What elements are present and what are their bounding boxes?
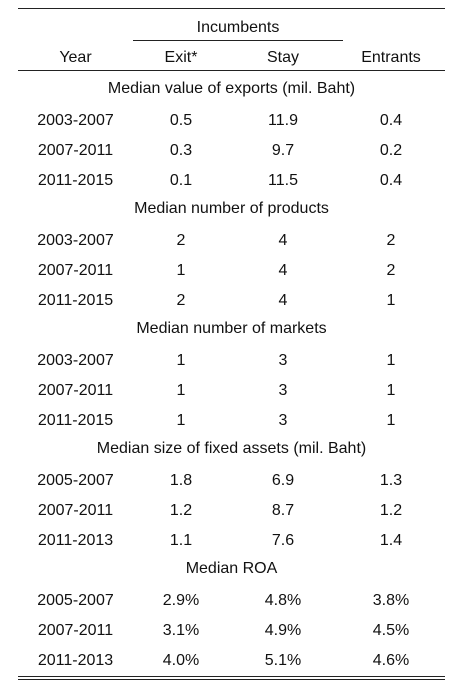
- year-cell: 2007-2011: [37, 262, 114, 279]
- value-cell: 1.3: [379, 472, 403, 489]
- value-cell: 4: [278, 232, 288, 249]
- value-cell: 1: [176, 262, 186, 279]
- value-cell: 6.9: [271, 472, 295, 489]
- table-row: 2011-2015 2 4 1: [18, 286, 445, 316]
- table-row: 2003-2007 1 3 1: [18, 346, 445, 376]
- header-rule: [18, 70, 445, 71]
- table-row: 2003-2007 0.5 11.9 0.4: [18, 106, 445, 136]
- column-header-stay: Stay: [266, 49, 299, 66]
- value-cell: 0.5: [169, 112, 193, 129]
- column-header-entrants: Entrants: [361, 49, 421, 66]
- year-cell: 2003-2007: [37, 352, 114, 369]
- table-row: 2011-2015 0.1 11.5 0.4: [18, 166, 445, 196]
- table-row: 2003-2007 2 4 2: [18, 226, 445, 256]
- value-cell: 3.8%: [372, 592, 410, 609]
- value-cell: 1.8: [169, 472, 193, 489]
- value-cell: 4.5%: [372, 622, 410, 639]
- value-cell: 4.6%: [372, 652, 410, 669]
- year-cell: 2003-2007: [37, 112, 114, 129]
- year-cell: 2003-2007: [37, 232, 114, 249]
- value-cell: 11.5: [268, 172, 298, 189]
- table-row: 2007-2011 0.3 9.7 0.2: [18, 136, 445, 166]
- value-cell: 4.0%: [162, 652, 200, 669]
- table-row: 2011-2015 1 3 1: [18, 406, 445, 436]
- table-row: 2005-2007 2.9% 4.8% 3.8%: [18, 586, 445, 616]
- year-cell: 2005-2007: [37, 592, 114, 609]
- value-cell: 0.4: [379, 172, 403, 189]
- section-title: Median number of markets: [136, 320, 327, 337]
- incumbents-underline: [133, 40, 343, 41]
- column-header-exit: Exit*: [164, 49, 198, 66]
- value-cell: 3: [278, 412, 288, 429]
- table-row: 2007-2011 1 3 1: [18, 376, 445, 406]
- value-cell: 3: [278, 382, 288, 399]
- value-cell: 0.4: [379, 112, 403, 129]
- value-cell: 2: [386, 262, 396, 279]
- top-rule: [18, 8, 445, 9]
- value-cell: 5.1%: [264, 652, 302, 669]
- value-cell: 0.3: [169, 142, 193, 159]
- value-cell: 7.6: [271, 532, 295, 549]
- value-cell: 4.8%: [264, 592, 302, 609]
- section-title: Median ROA: [185, 560, 278, 577]
- value-cell: 1: [176, 412, 186, 429]
- value-cell: 1: [176, 382, 186, 399]
- table-row: 2011-2013 4.0% 5.1% 4.6%: [18, 646, 445, 676]
- value-cell: 1: [176, 352, 186, 369]
- table-row: 2011-2013 1.1 7.6 1.4: [18, 526, 445, 556]
- year-cell: 2011-2015: [37, 412, 114, 429]
- section-title: Median value of exports (mil. Baht): [107, 80, 356, 97]
- year-cell: 2005-2007: [37, 472, 114, 489]
- section-title: Median size of fixed assets (mil. Baht): [96, 440, 367, 457]
- year-cell: 2007-2011: [37, 382, 114, 399]
- table-row: 2007-2011 1.2 8.7 1.2: [18, 496, 445, 526]
- bottom-rule: [18, 676, 445, 680]
- value-cell: 1: [386, 352, 396, 369]
- value-cell: 1: [386, 412, 396, 429]
- table-row: 2007-2011 1 4 2: [18, 256, 445, 286]
- year-cell: 2007-2011: [37, 622, 114, 639]
- year-cell: 2011-2013: [37, 652, 114, 669]
- value-cell: 3: [278, 352, 288, 369]
- table-row: 2007-2011 3.1% 4.9% 4.5%: [18, 616, 445, 646]
- value-cell: 2.9%: [162, 592, 200, 609]
- value-cell: 2: [386, 232, 396, 249]
- year-cell: 2007-2011: [37, 142, 114, 159]
- value-cell: 1.2: [169, 502, 193, 519]
- value-cell: 3.1%: [162, 622, 200, 639]
- value-cell: 1.1: [169, 532, 193, 549]
- value-cell: 4: [278, 292, 288, 309]
- value-cell: 1.2: [379, 502, 403, 519]
- incumbents-header: Incumbents: [196, 19, 280, 36]
- year-cell: 2011-2015: [37, 292, 114, 309]
- value-cell: 1: [386, 382, 396, 399]
- value-cell: 2: [176, 232, 186, 249]
- year-cell: 2007-2011: [37, 502, 114, 519]
- value-cell: 0.1: [169, 172, 193, 189]
- year-cell: 2011-2013: [37, 532, 114, 549]
- value-cell: 9.7: [271, 142, 295, 159]
- value-cell: 8.7: [271, 502, 295, 519]
- year-cell: 2011-2015: [37, 172, 114, 189]
- section-title: Median number of products: [134, 200, 329, 217]
- value-cell: 1: [386, 292, 396, 309]
- table-row: 2005-2007 1.8 6.9 1.3: [18, 466, 445, 496]
- value-cell: 4: [278, 262, 288, 279]
- value-cell: 2: [176, 292, 186, 309]
- value-cell: 1.4: [379, 532, 403, 549]
- value-cell: 4.9%: [264, 622, 302, 639]
- column-header-year: Year: [59, 49, 92, 66]
- value-cell: 0.2: [379, 142, 403, 159]
- value-cell: 11.9: [268, 112, 298, 129]
